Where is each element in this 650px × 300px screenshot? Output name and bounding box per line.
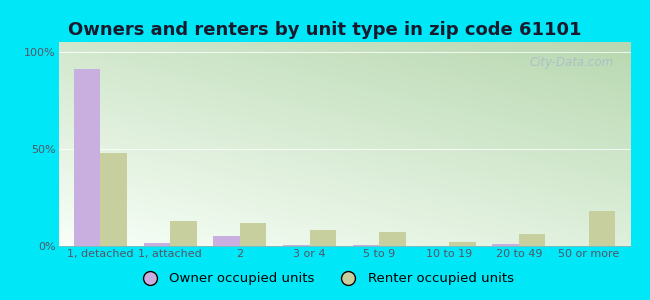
Bar: [74, 69, 100, 246]
Bar: [449, 242, 476, 246]
Bar: [493, 244, 519, 246]
Bar: [380, 232, 406, 246]
Bar: [519, 234, 545, 246]
Bar: [353, 245, 380, 246]
Legend: Owner occupied units, Renter occupied units: Owner occupied units, Renter occupied un…: [131, 267, 519, 290]
Bar: [589, 211, 615, 246]
Text: Owners and renters by unit type in zip code 61101: Owners and renters by unit type in zip c…: [68, 21, 582, 39]
Bar: [283, 245, 309, 246]
Bar: [100, 153, 127, 246]
Bar: [309, 230, 336, 246]
Bar: [170, 221, 196, 246]
Bar: [213, 236, 240, 246]
Text: City-Data.com: City-Data.com: [529, 56, 614, 69]
Bar: [240, 223, 266, 246]
Bar: [144, 243, 170, 246]
